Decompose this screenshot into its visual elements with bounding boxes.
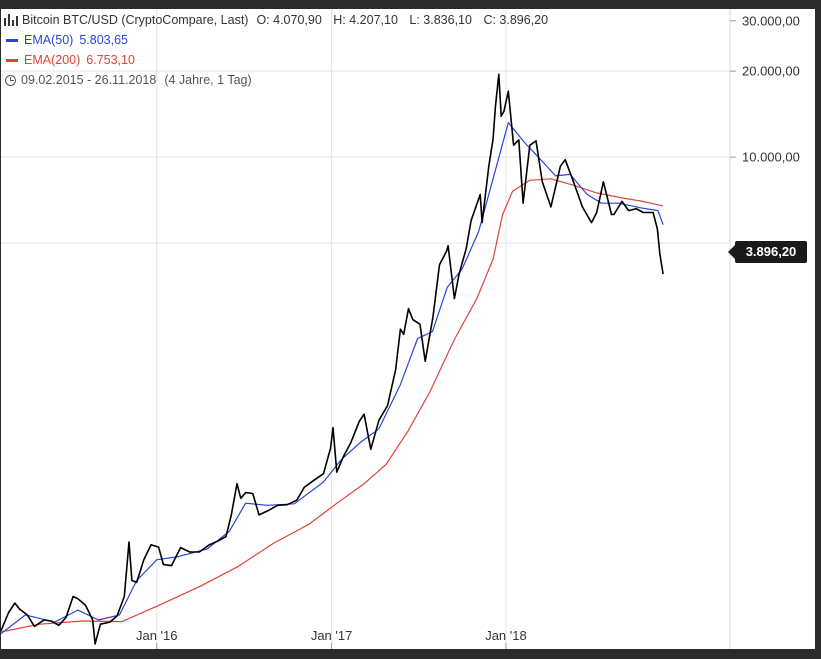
x-tick-label: Jan '17	[311, 628, 353, 643]
x-tick-label: Jan '16	[136, 628, 178, 643]
y-tick-label: 10.000,00	[742, 150, 800, 165]
bar-chart-icon	[4, 14, 18, 26]
high-value: H: 4.207,10	[333, 13, 398, 27]
last-price-tag: 3.896,20	[728, 241, 807, 263]
y-tick-label: 20.000,00	[742, 64, 800, 79]
close-value: C: 3.896,20	[483, 13, 549, 27]
ema200-swatch	[6, 58, 18, 62]
gridlines	[1, 9, 730, 649]
legend-ema50[interactable]: EMA(50) 5.803,65	[4, 30, 556, 50]
open-value: O: 4.070,90	[256, 13, 322, 27]
ema50-label: EMA(50)	[24, 33, 74, 47]
ohlc-values: O: 4.070,90 H: 4.207,10 L: 3.836,10 C: 3…	[256, 10, 556, 30]
instrument-row: Bitcoin BTC/USD (CryptoCompare, Last) O:…	[4, 10, 556, 30]
instrument-name: Bitcoin BTC/USD (CryptoCompare, Last)	[22, 13, 249, 27]
price-series-line	[0, 73, 664, 645]
legend-ema200[interactable]: EMA(200) 6.753,10	[4, 50, 556, 70]
ema50-series-line	[0, 122, 664, 635]
low-value: L: 3.836,10	[409, 13, 472, 27]
y-axis: 30.000,00 20.000,00 10.000,00	[730, 13, 800, 165]
ema50-value: 5.803,65	[79, 33, 128, 47]
legend-range[interactable]: 09.02.2015 - 26.11.2018 (4 Jahre, 1 Tag)	[4, 70, 556, 90]
y-tick-label: 30.000,00	[742, 13, 800, 28]
x-tick-label: Jan '18	[485, 628, 527, 643]
ema200-value: 6.753,10	[86, 53, 135, 67]
chart-panel	[1, 9, 815, 649]
chart-legend: Bitcoin BTC/USD (CryptoCompare, Last) O:…	[4, 10, 556, 90]
date-range: 09.02.2015 - 26.11.2018	[21, 73, 157, 87]
ema200-label: EMA(200)	[24, 53, 81, 67]
clock-icon	[5, 74, 16, 86]
ema50-swatch	[6, 38, 18, 42]
range-note: (4 Jahre, 1 Tag)	[164, 73, 252, 87]
series-layer	[0, 73, 664, 645]
x-axis: Jan '16 Jan '17 Jan '18	[136, 628, 527, 649]
ema200-series-line	[0, 178, 664, 633]
